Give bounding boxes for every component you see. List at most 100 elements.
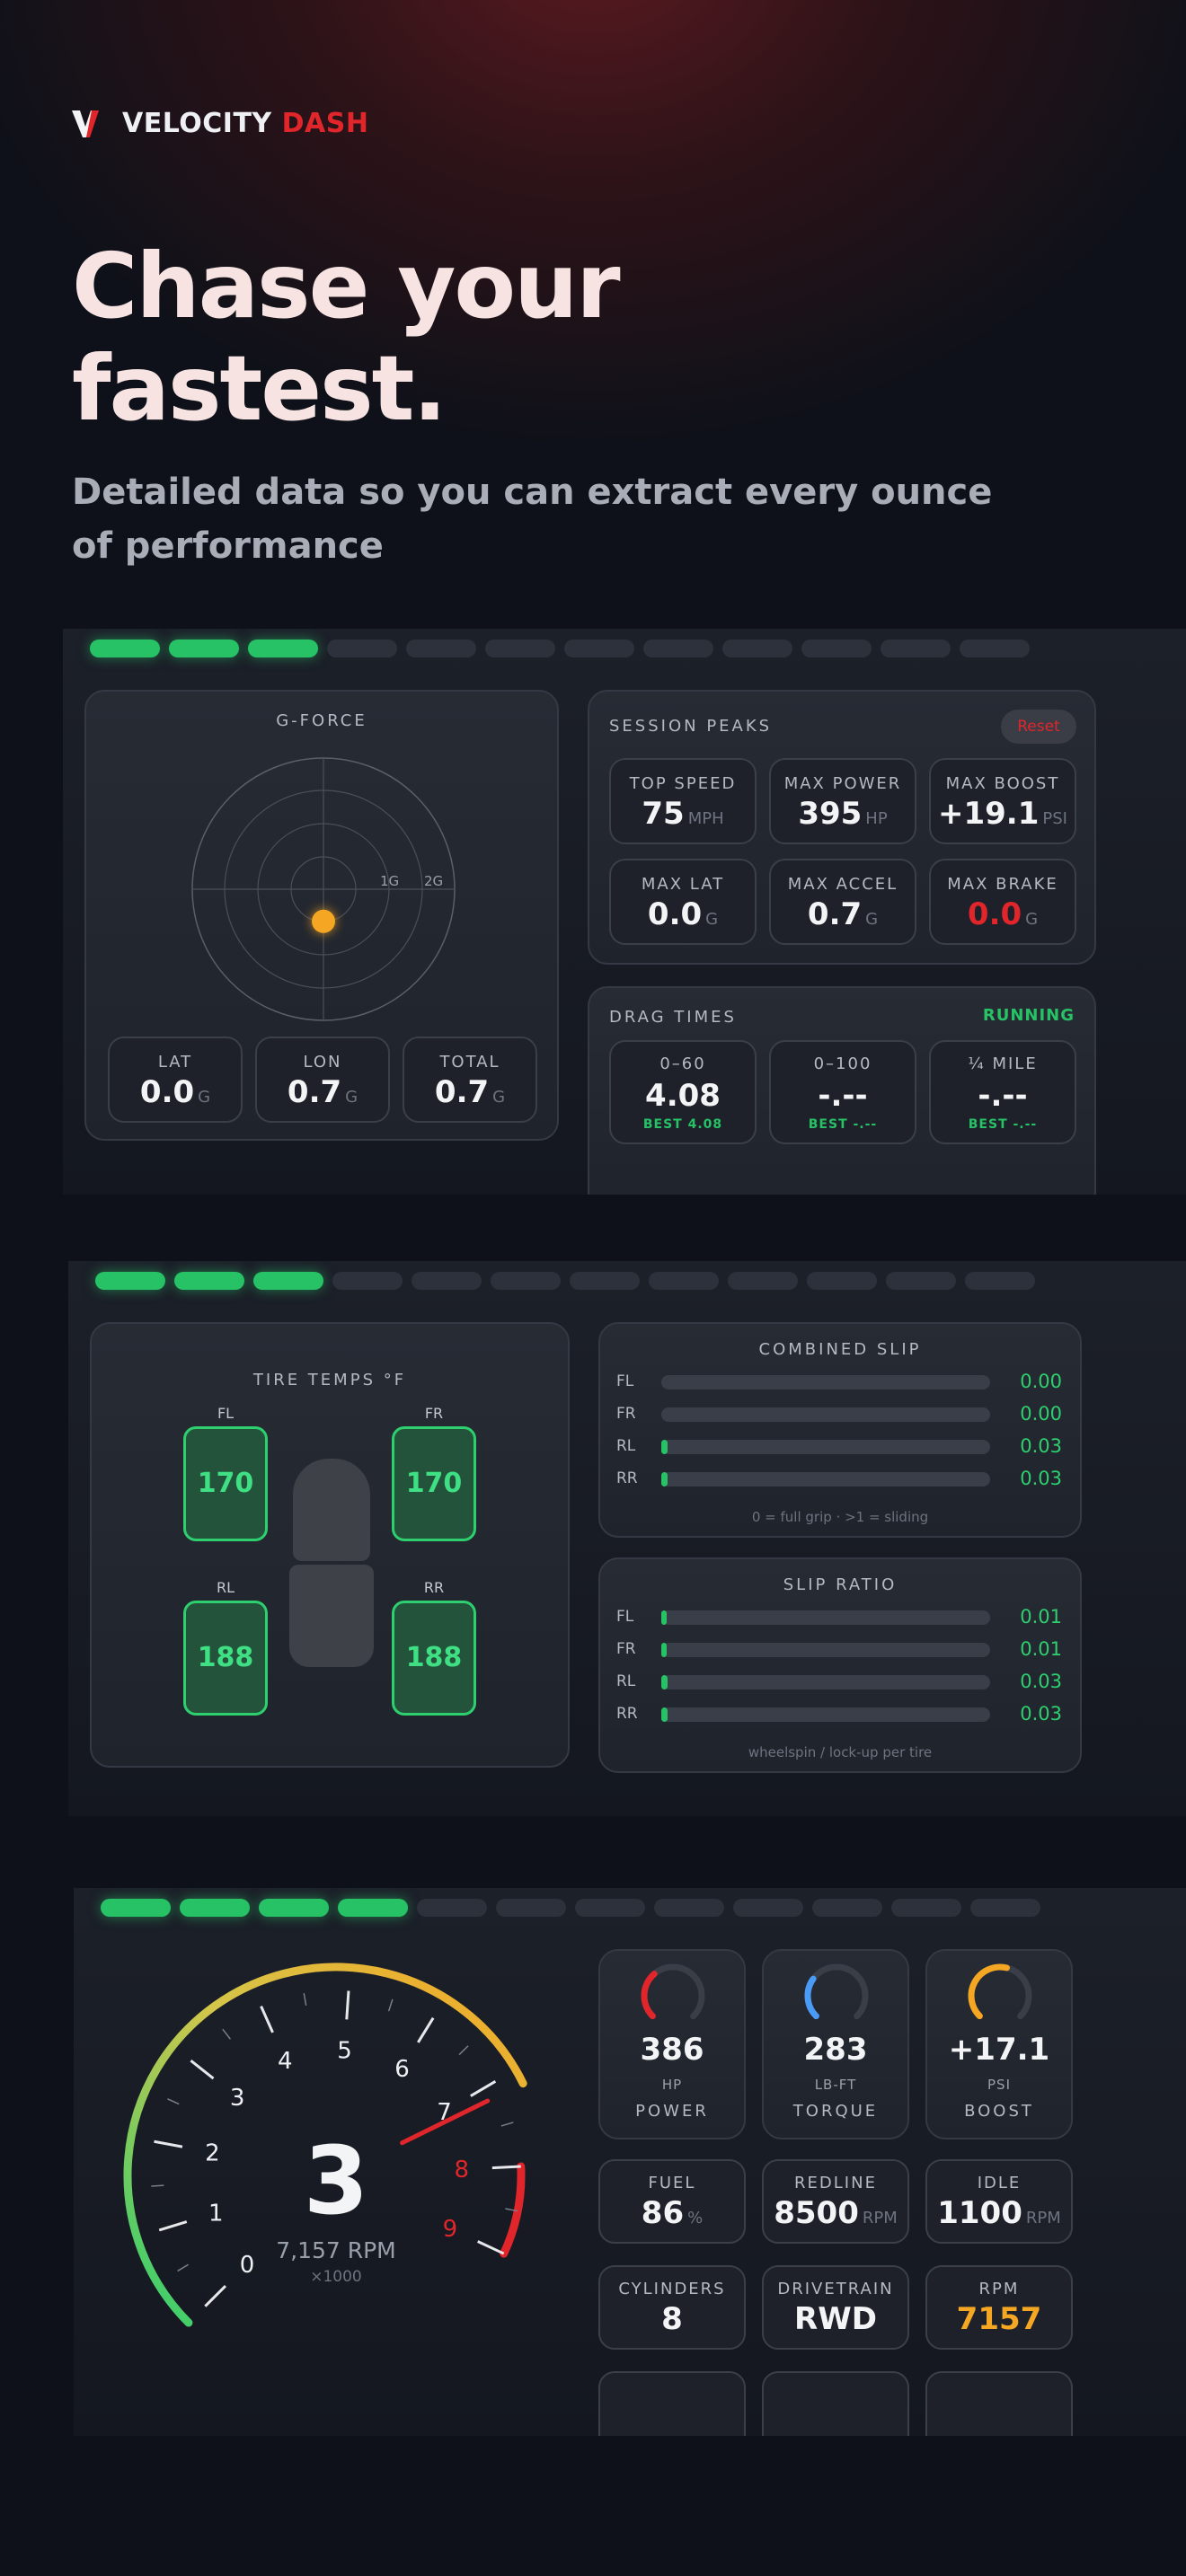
stat-label: TOP SPEED: [629, 774, 737, 793]
page-dot[interactable]: [965, 1272, 1035, 1290]
stat-value: -.--: [931, 1078, 1075, 1114]
page-dot[interactable]: [891, 1899, 961, 1917]
page-dot[interactable]: [733, 1899, 803, 1917]
page-dot[interactable]: [643, 640, 713, 657]
stat-value: 75 MPH: [611, 796, 755, 832]
stat-label: 0–60: [659, 1054, 706, 1073]
stat-value: 8: [600, 2301, 744, 2337]
slip-row: FL 0.00: [600, 1371, 1080, 1394]
page-dot[interactable]: [259, 1899, 329, 1917]
tach-label: 2: [205, 2139, 220, 2166]
stat-number: 0.0: [967, 896, 1022, 932]
page-dot[interactable]: [575, 1899, 645, 1917]
page-dot[interactable]: [654, 1899, 724, 1917]
page-dot[interactable]: [406, 640, 476, 657]
tach-tick: [470, 2079, 497, 2097]
stat-value: -.--: [771, 1078, 915, 1114]
slip-row-label: RR: [616, 1705, 638, 1723]
tach-label: 6: [394, 2056, 410, 2083]
page-dot[interactable]: [886, 1272, 956, 1290]
page-dot[interactable]: [496, 1899, 566, 1917]
page-dot[interactable]: [90, 640, 160, 657]
mini-gauge-fill: [804, 1975, 819, 2020]
page-dot[interactable]: [95, 1272, 165, 1290]
ring-label-1g: 1G: [380, 873, 399, 889]
page-dot[interactable]: [485, 640, 555, 657]
mini-gauge-fill: [968, 1963, 1010, 2020]
mini-gauge-card: 386 HP POWER: [598, 1949, 746, 2139]
stat-label: 0–100: [813, 1054, 872, 1073]
slip-row: FR 0.01: [600, 1638, 1080, 1662]
page-dot[interactable]: [327, 640, 397, 657]
reset-button[interactable]: Reset: [1001, 710, 1076, 744]
stat-label: CYLINDERS: [618, 2280, 726, 2298]
page-dot[interactable]: [169, 640, 239, 657]
tach-tick: [204, 2284, 227, 2307]
session-stat: MAX ACCEL 0.7 G: [769, 859, 916, 945]
tach-needle: [400, 2098, 491, 2146]
drag-title: DRAG TIMES: [609, 1008, 737, 1027]
stat-number: -.--: [818, 1078, 868, 1114]
page-dot[interactable]: [412, 1272, 482, 1290]
stat-number: 0.7: [287, 1074, 342, 1110]
stat-label: REDLINE: [794, 2174, 877, 2192]
slip-track: [661, 1643, 990, 1657]
page-dot[interactable]: [248, 640, 318, 657]
page-dot[interactable]: [881, 640, 951, 657]
slip-row-value: 0.00: [1020, 1403, 1062, 1425]
stat-number: 0.7: [807, 896, 863, 932]
tach-label: 1: [208, 2200, 224, 2227]
mini-gauge-card: +17.1 PSI BOOST: [925, 1949, 1073, 2139]
tach-tick: [491, 2165, 521, 2170]
stat-value: 1100 RPM: [927, 2195, 1071, 2231]
slip-row-label: FR: [616, 1405, 636, 1423]
page-dot[interactable]: [491, 1272, 561, 1290]
page-dot[interactable]: [564, 640, 634, 657]
page-dot[interactable]: [417, 1899, 487, 1917]
mini-gauge-ring: [968, 1963, 1032, 2020]
brand-logo: VELOCITY DASH: [72, 108, 368, 139]
page-indicator: [90, 640, 1186, 659]
stat-label: MAX BRAKE: [947, 875, 1058, 894]
page-dot[interactable]: [960, 640, 1030, 657]
info-tile: CYLINDERS 8: [598, 2265, 746, 2350]
page-dot[interactable]: [801, 640, 872, 657]
page-dot[interactable]: [649, 1272, 719, 1290]
slip-track: [661, 1707, 990, 1722]
page-dot[interactable]: [180, 1899, 250, 1917]
page-dot[interactable]: [812, 1899, 882, 1917]
page-dot[interactable]: [728, 1272, 798, 1290]
page-dot[interactable]: [174, 1272, 244, 1290]
session-peaks-card: SESSION PEAKS Reset TOP SPEED 75 MPH MAX PO…: [588, 690, 1096, 965]
stat-value: RWD: [764, 2301, 907, 2337]
stat-best: BEST -.--: [808, 1117, 878, 1132]
stat-value: +19.1 PSI: [931, 796, 1075, 832]
page-dot[interactable]: [101, 1899, 171, 1917]
slip-ratio-card: SLIP RATIO FL 0.01 FR 0.01 RL 0.03 RR 0.03 whee…: [598, 1557, 1082, 1773]
tach-tick: [158, 2220, 188, 2232]
page-dot[interactable]: [253, 1272, 323, 1290]
slip-row-value: 0.03: [1020, 1703, 1062, 1725]
mini-gauge-label: BOOST: [964, 2102, 1034, 2121]
slip-fill: [661, 1610, 667, 1625]
page-dot[interactable]: [570, 1272, 640, 1290]
page-dot[interactable]: [970, 1899, 1040, 1917]
slip-row-label: RR: [616, 1469, 638, 1487]
slip-row-value: 0.00: [1020, 1371, 1062, 1392]
background-glow: [0, 0, 1186, 683]
hero-subline: Detailed data so you can extract every o…: [72, 472, 993, 567]
page-dot[interactable]: [807, 1272, 877, 1290]
page-dot[interactable]: [722, 640, 792, 657]
slip-row: FL 0.01: [600, 1606, 1080, 1629]
info-tile-partial: [598, 2371, 746, 2436]
page-dot[interactable]: [332, 1272, 403, 1290]
slip-fill: [661, 1675, 668, 1689]
stat-number: 0.0: [139, 1074, 195, 1110]
page-dot[interactable]: [338, 1899, 408, 1917]
mini-gauge-unit: PSI: [987, 2077, 1011, 2093]
drag-status: RUNNING: [982, 1006, 1075, 1025]
slip-row: RL 0.03: [600, 1671, 1080, 1694]
slip-fill: [661, 1707, 668, 1722]
gforce-title: G-FORCE: [276, 711, 367, 730]
rpm-multiplier: ×1000: [310, 2268, 362, 2286]
